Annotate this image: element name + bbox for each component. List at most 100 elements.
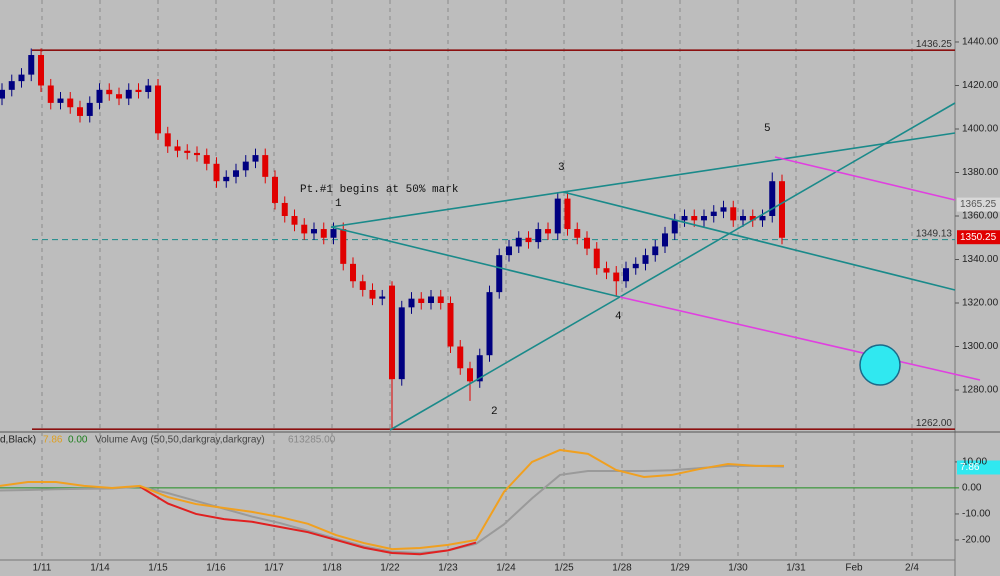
candle-body: [233, 170, 239, 177]
candle-body: [379, 296, 386, 299]
y-tick-label: 1380.00: [962, 167, 999, 178]
price-marker-label: 1365.25: [960, 199, 997, 210]
candle-body: [359, 281, 366, 290]
candle-body: [77, 107, 83, 116]
trend-line: [562, 191, 956, 291]
annotation: 5: [764, 123, 771, 135]
candle-body: [155, 85, 161, 134]
candle-body: [632, 263, 639, 269]
candle-body: [281, 202, 288, 216]
candle-body: [496, 255, 503, 293]
candle-body: [652, 246, 659, 256]
candle-body: [8, 81, 15, 90]
candle-body: [96, 89, 103, 103]
candle-body: [720, 207, 727, 212]
candle-body: [184, 150, 191, 153]
candle-body: [320, 229, 327, 238]
x-tick-label: 1/23: [438, 563, 458, 574]
y-tick-label: 10.00: [962, 457, 987, 468]
candle-body: [662, 233, 668, 247]
candle-body: [759, 216, 766, 221]
candle-body: [18, 74, 25, 82]
annotation: 2: [491, 406, 498, 418]
x-tick-label: Feb: [845, 563, 863, 574]
trend-line: [389, 102, 956, 431]
candle-body: [38, 55, 44, 86]
candle-body: [67, 98, 74, 108]
candle-body: [749, 216, 756, 221]
candle-body: [330, 229, 337, 238]
y-tick-label: 1280.00: [962, 385, 999, 396]
candle-body: [603, 268, 610, 273]
candle-body: [486, 292, 493, 356]
candle-body: [350, 263, 356, 282]
candle-body: [164, 133, 171, 147]
candle-body: [194, 152, 200, 156]
candle-body: [447, 303, 454, 347]
candle-body: [681, 216, 688, 221]
candle-body: [57, 98, 64, 103]
annotation: Pt.#1 begins at 50% mark: [300, 184, 459, 196]
y-tick-label: 1300.00: [962, 341, 999, 352]
candle-body: [291, 216, 298, 225]
candle-body: [135, 89, 142, 93]
candle-body: [545, 229, 551, 234]
candle-body: [398, 307, 405, 380]
legend-text: Volume Avg (50,50,darkgray,darkgray): [95, 435, 265, 446]
legend-text: 0.00: [68, 435, 88, 446]
candle-body: [476, 355, 483, 382]
candle-body: [28, 55, 35, 75]
price-marker-label: 1350.25: [960, 232, 997, 243]
candle-body: [613, 272, 620, 282]
candle-body: [515, 237, 522, 247]
candle-body: [457, 346, 464, 369]
x-tick-label: 1/14: [90, 563, 110, 574]
x-tick-label: 1/24: [496, 563, 516, 574]
indicator-marker-label: 7.86: [960, 462, 980, 473]
y-tick-label: 1440.00: [962, 37, 999, 48]
candle-body: [584, 237, 590, 249]
candle-body: [769, 181, 776, 216]
candle-body: [116, 94, 122, 99]
target-circle: [859, 344, 901, 386]
legend-text: 613285.00: [288, 435, 336, 446]
candle-body: [252, 155, 259, 162]
x-tick-label: 1/17: [264, 563, 284, 574]
trend-line: [330, 132, 956, 228]
y-tick-label: 1400.00: [962, 124, 999, 135]
price-marker: [957, 197, 1000, 212]
candle-body: [203, 155, 210, 164]
x-tick-label: 1/31: [786, 563, 806, 574]
candle-body: [574, 229, 581, 238]
candle-body: [86, 102, 93, 116]
candle-body: [671, 220, 678, 234]
y-tick-label: 1340.00: [962, 254, 999, 265]
candle-body: [642, 255, 649, 264]
candle-body: [301, 224, 308, 234]
x-tick-label: 1/18: [322, 563, 342, 574]
x-tick-label: 1/11: [33, 563, 52, 574]
candle-body: [467, 368, 473, 382]
price-level-label: 1349.13: [916, 228, 953, 239]
candle-body: [437, 296, 444, 304]
marks: [0, 48, 1000, 556]
y-tick-label: 1420.00: [962, 80, 999, 91]
candle-body: [710, 211, 717, 216]
legend-text: d,Black): [0, 435, 36, 446]
candle-body: [418, 298, 425, 304]
legend-text: 7.86: [43, 435, 63, 446]
candle-body: [213, 163, 220, 182]
candle-body: [623, 268, 629, 282]
x-tick-label: 1/25: [554, 563, 574, 574]
candle-body: [340, 229, 347, 264]
candle-body: [730, 207, 737, 221]
candle-body: [47, 85, 54, 103]
annotation: 4: [615, 311, 622, 323]
x-tick-label: 2/4: [905, 563, 919, 574]
x-tick-label: 1/22: [380, 563, 400, 574]
y-tick-label: -20.00: [962, 535, 991, 546]
y-tick-label: 1360.00: [962, 211, 999, 222]
candle-body: [554, 198, 561, 234]
y-tick-label: 1320.00: [962, 298, 999, 309]
